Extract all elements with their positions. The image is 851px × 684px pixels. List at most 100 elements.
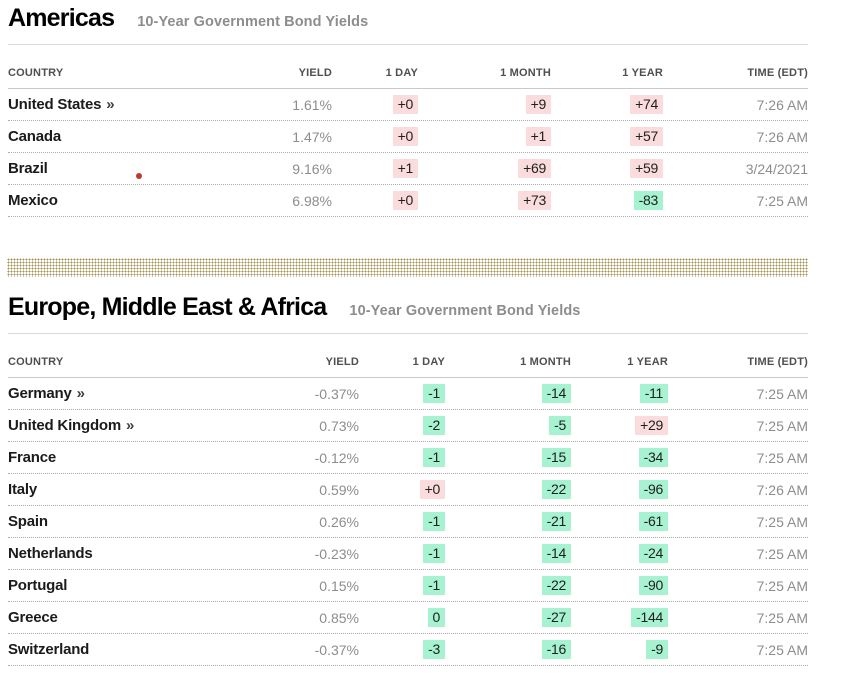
change-cell: +1 xyxy=(418,127,551,146)
table-rows: United States» 1.61% +0 +9 +74 7:26 AM Canada 1… xyxy=(8,89,851,217)
change-cell: -1 xyxy=(359,512,445,531)
change-cell: +59 xyxy=(551,159,663,178)
change-badge: +73 xyxy=(518,191,551,210)
country-link-chevron-icon[interactable]: » xyxy=(76,385,85,402)
country-label: Spain xyxy=(8,513,278,530)
column-header: TIME (EDT) xyxy=(747,67,808,79)
change-badge: -14 xyxy=(541,384,571,403)
time-value: 7:25 AM xyxy=(756,513,808,530)
country-name: Italy xyxy=(8,481,38,498)
time-value: 7:25 AM xyxy=(756,545,808,562)
section-header: Europe, Middle East & Africa 10-Year Gov… xyxy=(8,293,808,334)
column-header: YIELD xyxy=(298,67,332,79)
column-header: 1 DAY xyxy=(385,67,418,79)
country-label: Netherlands xyxy=(8,545,278,562)
change-badge: -3 xyxy=(423,640,445,659)
change-badge: -22 xyxy=(541,480,571,499)
change-badge: -83 xyxy=(633,191,663,210)
time-value: 7:25 AM xyxy=(756,577,808,594)
change-cell: +74 xyxy=(551,95,663,114)
change-cell: -96 xyxy=(571,480,668,499)
change-badge: -2 xyxy=(423,416,445,435)
country-name[interactable]: United Kingdom xyxy=(8,417,122,434)
section-subtitle: 10-Year Government Bond Yields xyxy=(349,303,581,319)
country-link[interactable]: United States» xyxy=(8,96,274,113)
time-value: 7:25 AM xyxy=(756,417,808,434)
time-value: 7:25 AM xyxy=(756,641,808,658)
country-link-chevron-icon[interactable]: » xyxy=(106,96,115,113)
change-badge: -34 xyxy=(638,448,668,467)
change-cell: -1 xyxy=(359,544,445,563)
column-header: COUNTRY xyxy=(8,67,64,79)
column-header: 1 YEAR xyxy=(627,356,668,368)
table-row: United States» 1.61% +0 +9 +74 7:26 AM xyxy=(8,89,808,121)
change-cell: -3 xyxy=(359,640,445,659)
change-badge: -1 xyxy=(423,384,445,403)
change-badge: -96 xyxy=(638,480,668,499)
change-cell: +29 xyxy=(571,416,668,435)
table-row: Greece 0.85% 0 -27 -144 7:25 AM xyxy=(8,602,808,634)
change-cell: -22 xyxy=(445,480,571,499)
change-cell: -5 xyxy=(445,416,571,435)
table-row: France -0.12% -1 -15 -34 7:25 AM xyxy=(8,442,808,474)
bond-section: Americas 10-Year Government Bond Yields … xyxy=(8,4,851,217)
country-name: Mexico xyxy=(8,192,58,209)
country-name: Portugal xyxy=(8,577,68,594)
column-header: 1 DAY xyxy=(412,356,445,368)
change-cell: +0 xyxy=(332,191,418,210)
table-row: Spain 0.26% -1 -21 -61 7:25 AM xyxy=(8,506,808,538)
change-cell: +57 xyxy=(551,127,663,146)
change-badge: -24 xyxy=(638,544,668,563)
table-rows: Germany» -0.37% -1 -14 -11 7:25 AM United King… xyxy=(8,378,851,666)
table-row: Germany» -0.37% -1 -14 -11 7:25 AM xyxy=(8,378,808,410)
country-link[interactable]: Germany» xyxy=(8,385,278,402)
sections-container: Americas 10-Year Government Bond Yields … xyxy=(7,4,851,666)
change-cell: +73 xyxy=(418,191,551,210)
change-cell: -11 xyxy=(571,384,668,403)
country-label: Portugal xyxy=(8,577,278,594)
change-cell: -14 xyxy=(445,544,571,563)
section-header: Americas 10-Year Government Bond Yields xyxy=(8,4,808,45)
change-cell: -90 xyxy=(571,576,668,595)
change-badge: -16 xyxy=(541,640,571,659)
column-header: COUNTRY xyxy=(8,356,64,368)
column-header: TIME (EDT) xyxy=(747,356,808,368)
time-value: 3/24/2021 xyxy=(745,160,808,177)
change-badge: -61 xyxy=(638,512,668,531)
yield-value: 0.26% xyxy=(319,513,359,530)
change-badge: +59 xyxy=(630,159,663,178)
country-label: Brazil xyxy=(8,160,274,177)
change-cell: -9 xyxy=(571,640,668,659)
change-cell: +69 xyxy=(418,159,551,178)
change-badge: -14 xyxy=(541,544,571,563)
yield-value: 6.98% xyxy=(292,192,332,209)
country-name[interactable]: United States xyxy=(8,96,102,113)
change-badge: +0 xyxy=(392,127,418,146)
change-cell: -2 xyxy=(359,416,445,435)
yield-value: 0.15% xyxy=(319,577,359,594)
change-cell: 0 xyxy=(359,608,445,627)
country-name: Switzerland xyxy=(8,641,90,658)
change-badge: -1 xyxy=(423,448,445,467)
table-header-row: COUNTRY YIELD 1 DAY 1 MONTH 1 YEAR TIME (EDT) xyxy=(8,334,808,378)
country-label: France xyxy=(8,449,278,466)
change-badge: -1 xyxy=(423,544,445,563)
table-row: Mexico 6.98% +0 +73 -83 7:25 AM xyxy=(8,185,808,217)
change-badge: -9 xyxy=(646,640,668,659)
country-link[interactable]: United Kingdom» xyxy=(8,417,278,434)
gold-dotted-separator xyxy=(7,258,808,277)
country-name[interactable]: Germany xyxy=(8,385,72,402)
change-badge: -27 xyxy=(541,608,571,627)
yield-value: 0.73% xyxy=(319,417,359,434)
section-title: Americas xyxy=(8,4,115,32)
yield-value: 1.47% xyxy=(292,128,332,145)
change-cell: -27 xyxy=(445,608,571,627)
change-badge: -1 xyxy=(423,576,445,595)
time-value: 7:25 AM xyxy=(756,385,808,402)
country-link-chevron-icon[interactable]: » xyxy=(126,417,135,434)
change-cell: +0 xyxy=(332,127,418,146)
change-badge: 0 xyxy=(427,608,445,627)
country-name: France xyxy=(8,449,56,466)
change-badge: -22 xyxy=(541,576,571,595)
country-label: Greece xyxy=(8,609,278,626)
